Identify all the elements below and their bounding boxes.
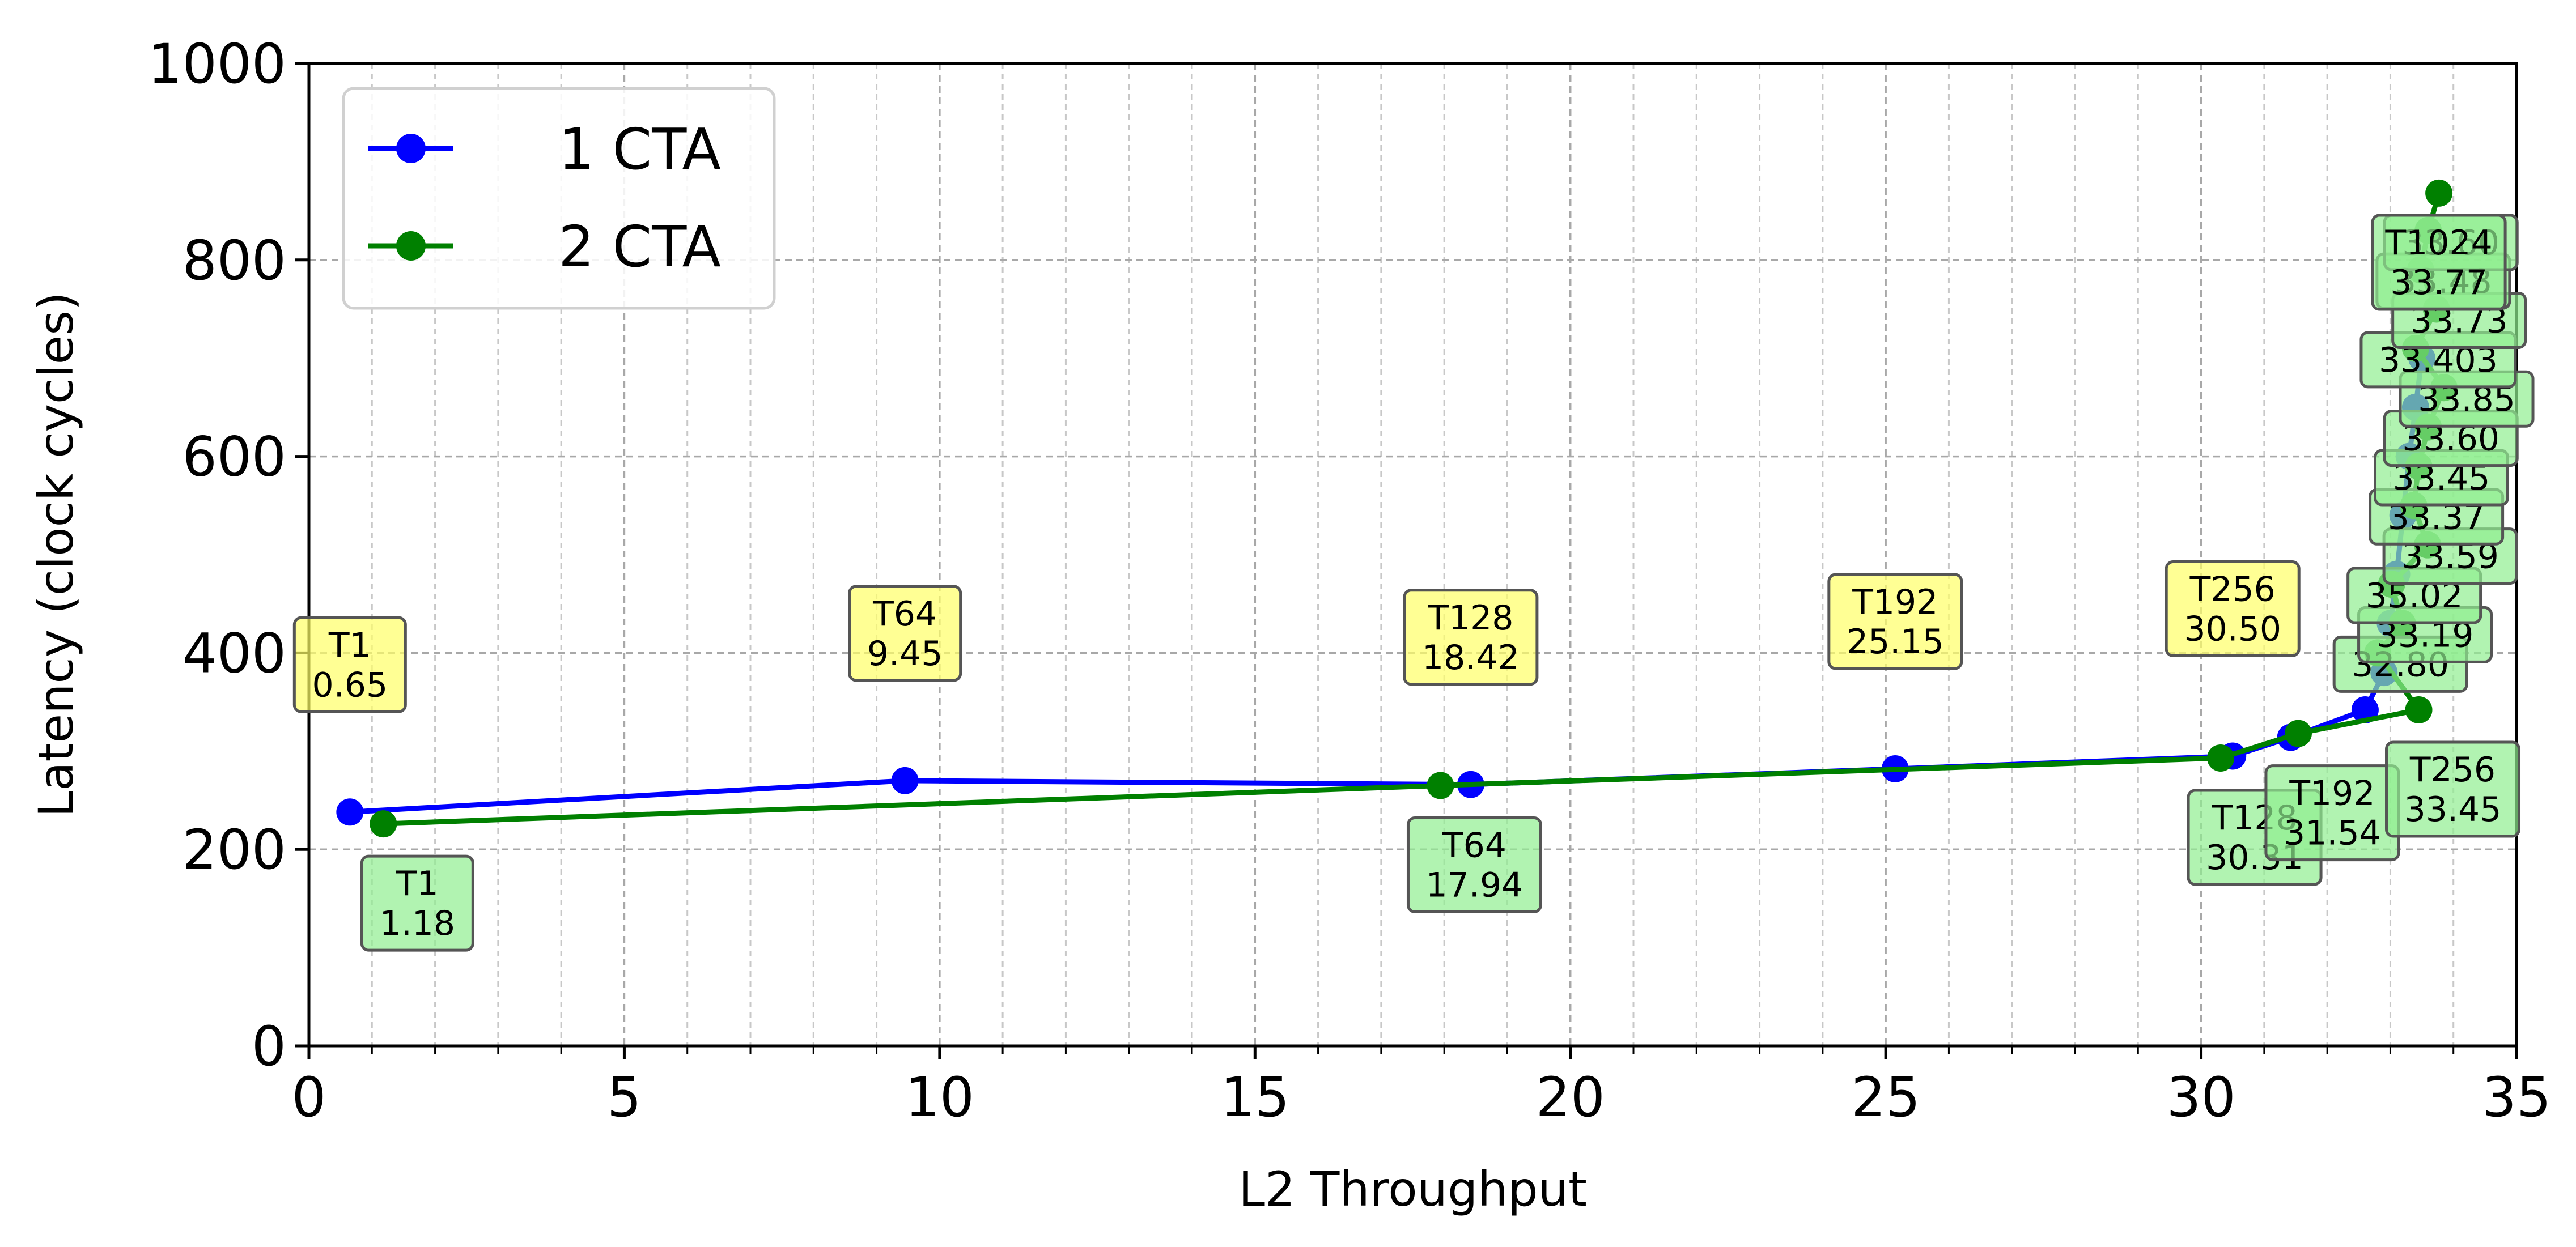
annotation-label: 33.77	[2390, 263, 2488, 303]
x-tick-label: 15	[1220, 1066, 1289, 1129]
annotation-label: T64	[1442, 825, 1506, 865]
x-tick-label: 0	[291, 1066, 326, 1129]
annotation-box	[292, 616, 407, 713]
annotation-label: T128	[1427, 598, 1513, 638]
annotation-box	[360, 854, 474, 952]
legend-marker	[396, 231, 426, 261]
series-point	[2284, 720, 2312, 747]
y-tick-label: 400	[183, 622, 286, 685]
legend-marker	[396, 134, 426, 163]
annotation-label: T1024	[2384, 223, 2492, 263]
annotation-label: 1.18	[380, 904, 456, 943]
annotation-label: T1	[396, 864, 439, 904]
annotation-label: 17.94	[1426, 865, 1523, 905]
annotation-label: 18.42	[1422, 638, 1520, 678]
series-point	[2405, 696, 2433, 723]
x-tick-label: 10	[905, 1066, 974, 1129]
annotation-label: 25.15	[1847, 622, 1944, 662]
annotation-label: T192	[2289, 774, 2375, 814]
x-tick-label: 35	[2482, 1066, 2551, 1129]
y-tick-label: 0	[252, 1015, 286, 1078]
annotation-label: 0.65	[312, 665, 388, 705]
annotation-layer: T10.65T649.45T12818.42T19225.15T25630.50…	[292, 214, 2535, 952]
series-point	[2425, 179, 2453, 207]
annotation-box	[2385, 740, 2521, 838]
series-point	[2207, 744, 2235, 772]
legend: 1 CTA 2 CTA	[342, 87, 776, 310]
annotation-box	[1403, 589, 1539, 686]
annotation-label: T256	[2189, 569, 2276, 609]
annotation-label: 31.54	[2284, 814, 2381, 853]
y-tick-label: 600	[183, 425, 286, 489]
x-axis-label: L2 Throughput	[1238, 1161, 1587, 1217]
annotation-box	[2165, 560, 2301, 657]
x-tick-label: 25	[1851, 1066, 1920, 1129]
annotation-label: 9.45	[867, 634, 943, 674]
annotation-label: T64	[872, 594, 937, 634]
legend-label: 2 CTA	[558, 214, 721, 280]
annotation-box	[1827, 573, 1963, 670]
x-tick-label: 5	[607, 1066, 642, 1129]
y-tick-label: 200	[183, 818, 286, 882]
annotation-label: T192	[1852, 582, 1938, 622]
y-tick-label: 1000	[148, 32, 286, 96]
annotation-box	[1406, 816, 1542, 913]
annotation-label: T256	[2409, 750, 2496, 790]
annotation-box	[848, 585, 962, 682]
x-tick-label: 30	[2166, 1066, 2235, 1129]
series-point	[891, 767, 919, 794]
annotation-box	[2371, 214, 2507, 311]
legend-box	[342, 87, 776, 310]
annotation-label: 33.45	[2404, 790, 2502, 829]
legend-label: 1 CTA	[558, 116, 721, 182]
x-tick-label: 20	[1536, 1066, 1605, 1129]
series-point	[1427, 772, 1454, 799]
series-point	[336, 798, 364, 826]
series-point	[370, 810, 397, 838]
y-axis-label: Latency (clock cycles)	[28, 292, 84, 818]
annotation-label: T1	[328, 625, 371, 665]
axes-layer: 0 5 10 15 20 25 30 35 0 200 400 600 800 1000 L2 Throug…	[28, 32, 2551, 1217]
annotation-label: 30.50	[2184, 609, 2281, 649]
y-tick-label: 800	[183, 229, 286, 292]
